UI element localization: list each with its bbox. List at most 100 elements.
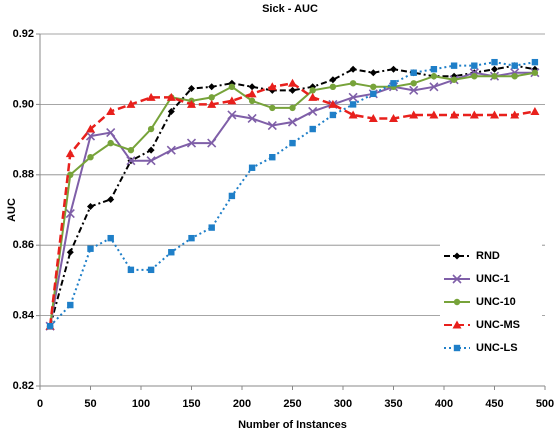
legend-label: UNC-10 <box>476 296 516 308</box>
marker <box>309 125 316 133</box>
marker <box>147 146 155 154</box>
x-tick-label: 150 <box>182 398 200 410</box>
marker <box>106 106 116 115</box>
marker <box>288 78 297 87</box>
marker <box>511 62 518 69</box>
marker <box>87 154 94 161</box>
marker <box>491 58 498 66</box>
marker <box>46 322 54 330</box>
marker <box>87 245 94 252</box>
x-tick-label: 0 <box>37 398 43 410</box>
marker <box>289 139 296 147</box>
marker <box>146 156 156 166</box>
legend-marker <box>453 298 461 306</box>
marker <box>370 83 377 91</box>
marker <box>107 195 115 203</box>
marker <box>127 266 135 274</box>
marker <box>390 65 397 73</box>
marker <box>531 58 539 66</box>
marker <box>390 80 397 87</box>
marker <box>269 154 276 161</box>
marker <box>389 113 398 122</box>
marker <box>167 107 175 115</box>
marker <box>510 110 520 119</box>
marker <box>87 202 94 210</box>
marker <box>248 83 256 91</box>
marker <box>208 94 215 101</box>
legend-label: UNC-LS <box>476 342 518 354</box>
marker <box>348 110 358 119</box>
marker <box>287 117 298 127</box>
marker <box>147 266 155 274</box>
marker <box>228 83 236 91</box>
marker <box>127 146 135 154</box>
marker <box>430 73 438 80</box>
marker <box>85 131 96 141</box>
legend-marker <box>453 344 461 352</box>
marker <box>410 69 417 76</box>
x-tick-label: 250 <box>283 398 301 410</box>
marker <box>106 127 116 138</box>
marker <box>409 85 419 95</box>
y-tick-label: 0.86 <box>13 239 34 251</box>
marker <box>490 110 499 119</box>
marker <box>147 125 155 133</box>
marker <box>166 145 176 155</box>
marker <box>289 104 296 112</box>
marker <box>126 99 136 108</box>
marker <box>511 73 518 80</box>
y-axis-label: AUC <box>6 198 18 222</box>
legend-marker <box>453 252 461 260</box>
marker <box>228 192 236 200</box>
marker <box>65 208 75 219</box>
marker <box>349 101 357 108</box>
x-tick-label: 350 <box>384 398 402 410</box>
y-tick-label: 0.88 <box>13 169 34 181</box>
marker <box>471 62 478 69</box>
legend-label: UNC-1 <box>476 273 510 285</box>
marker <box>67 301 74 309</box>
marker <box>309 87 316 94</box>
marker <box>348 92 358 102</box>
y-tick-label: 0.90 <box>13 98 34 110</box>
marker <box>86 124 95 133</box>
marker <box>289 86 296 94</box>
marker <box>329 111 337 119</box>
marker <box>531 69 539 76</box>
marker <box>168 249 175 256</box>
marker <box>227 110 237 120</box>
marker <box>188 234 195 242</box>
legend-marker <box>452 274 462 284</box>
x-tick-label: 300 <box>334 398 352 410</box>
marker <box>369 69 377 77</box>
x-tick-label: 100 <box>132 398 150 410</box>
y-tick-label: 0.84 <box>13 310 35 322</box>
y-tick-label: 0.82 <box>13 380 34 392</box>
marker <box>66 248 74 256</box>
marker <box>530 106 540 115</box>
legend-label: RND <box>476 250 500 262</box>
x-axis-label: Number of Instances <box>238 419 347 431</box>
marker <box>267 120 277 131</box>
x-tick-label: 200 <box>233 398 251 410</box>
marker <box>227 96 237 105</box>
marker <box>107 234 114 242</box>
marker <box>409 110 419 119</box>
marker <box>126 156 136 166</box>
marker <box>469 110 479 119</box>
marker <box>166 92 176 101</box>
marker <box>207 138 217 148</box>
marker <box>430 66 438 73</box>
marker <box>329 76 337 84</box>
marker <box>368 113 378 122</box>
marker <box>267 82 277 91</box>
marker <box>248 97 256 105</box>
marker <box>188 85 195 93</box>
marker <box>471 73 478 80</box>
x-tick-label: 500 <box>536 398 554 410</box>
marker <box>491 73 498 80</box>
marker <box>410 80 417 87</box>
marker <box>370 90 377 98</box>
legend-label: UNC-MS <box>476 319 520 331</box>
